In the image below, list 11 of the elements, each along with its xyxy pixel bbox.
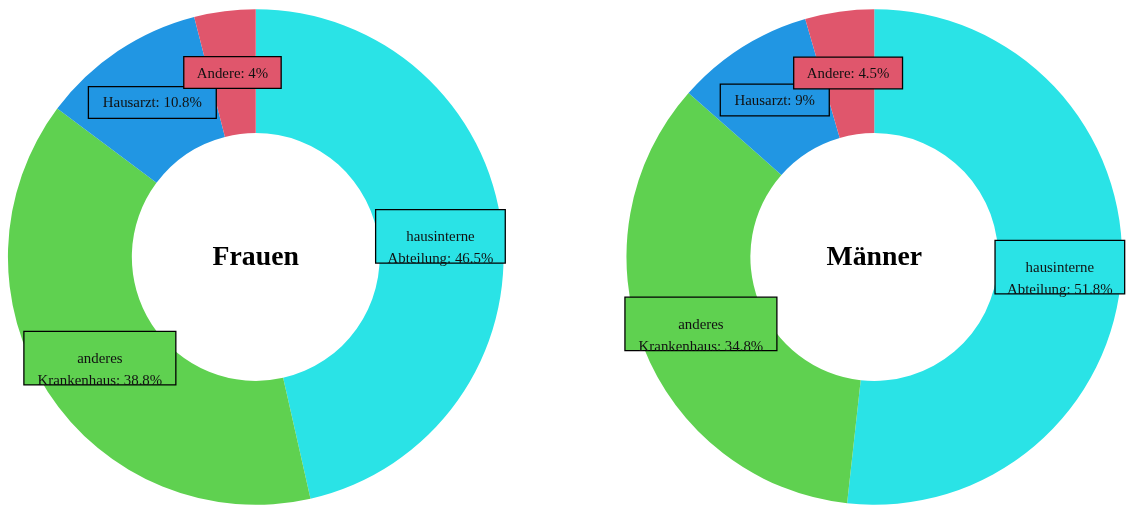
- slice-label: anderes Krankenhaus: 34.8%: [638, 315, 764, 354]
- slice-label: hausinterne Abteilung: 51.8%: [1007, 259, 1113, 297]
- text: Frauen: [212, 239, 300, 271]
- slice-label: anderes Krankenhaus: 38.8%: [37, 350, 163, 388]
- slice-label: hausinterne Abteilung: 46.5%: [387, 228, 494, 267]
- text: Männer: [826, 239, 923, 271]
- slice-label: Hausarzt: 9%: [734, 91, 816, 108]
- slice-label: Andere: 4%: [196, 64, 269, 81]
- slice-label: Andere: 4.5%: [806, 64, 890, 81]
- donut-slice: [7, 108, 311, 505]
- slice-label: Hausarzt: 10.8%: [102, 94, 202, 111]
